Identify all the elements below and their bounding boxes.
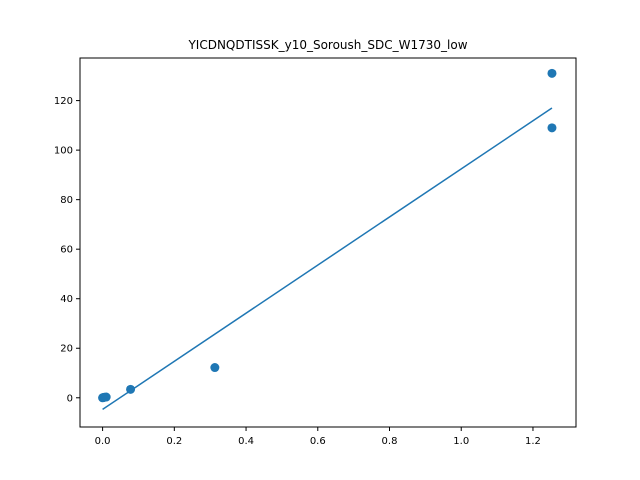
x-tick-label: 0.6 — [310, 436, 326, 447]
scatter-point — [126, 384, 136, 394]
y-tick-label: 120 — [54, 96, 73, 107]
y-tick-label: 60 — [60, 245, 73, 256]
scatter-point — [547, 123, 557, 133]
x-tick-label: 0.4 — [238, 436, 254, 447]
y-tick-label: 100 — [54, 146, 73, 157]
axes-frame — [79, 57, 577, 428]
scatter-point — [101, 392, 111, 402]
x-tick-label: 0.8 — [382, 436, 398, 447]
y-tick-label: 0 — [67, 393, 73, 404]
axes: 0.0 0.2 0.4 0.6 0.8 1.0 1.2 0 20 40 60 80 100 120 — [54, 57, 577, 447]
scatter-point — [547, 68, 557, 78]
x-tick-label: 0.0 — [95, 436, 111, 447]
scatter-point — [210, 363, 220, 373]
x-tick-label: 1.0 — [453, 436, 469, 447]
plot-area — [98, 68, 557, 411]
fit-line — [102, 107, 553, 411]
y-tick-label: 40 — [60, 294, 73, 305]
y-tick-label: 80 — [60, 195, 73, 206]
x-tick-label: 0.2 — [166, 436, 182, 447]
chart-title: YICDNQDTISSK_y10_Soroush_SDC_W1730_low — [187, 38, 467, 52]
y-tick-label: 20 — [60, 344, 73, 355]
x-tick-label: 1.2 — [525, 436, 541, 447]
